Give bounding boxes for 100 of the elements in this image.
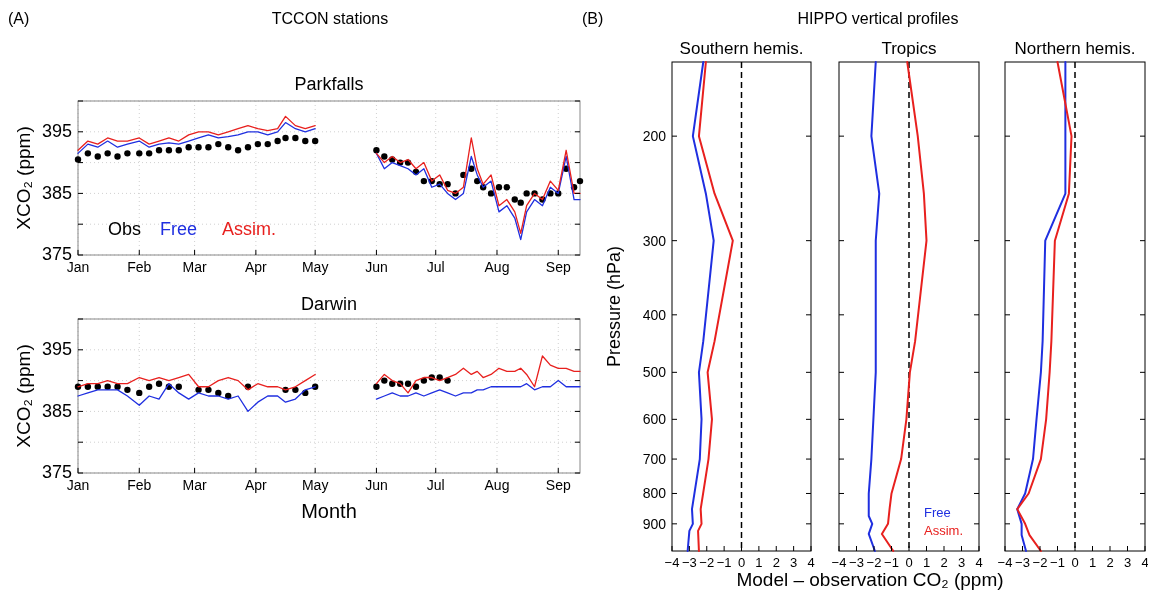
point — [412, 383, 420, 390]
point — [215, 389, 222, 397]
point — [114, 153, 121, 160]
x-tick-label: 1 — [922, 555, 931, 570]
text: (A) — [8, 10, 30, 27]
point — [185, 144, 192, 151]
point — [205, 386, 212, 394]
y-tick-label: 500 — [642, 364, 667, 381]
point — [195, 386, 202, 394]
x-tick-label: Aug — [484, 259, 510, 275]
chart-title: Southern hemis. — [679, 39, 804, 58]
x-axis-title: Month — [301, 500, 357, 522]
point — [282, 134, 289, 142]
x-tick-label: 0 — [737, 555, 746, 570]
point — [104, 383, 111, 390]
y-tick-label: 700 — [642, 450, 667, 467]
x-tick-label: 2 — [1106, 555, 1114, 570]
y-tick-label: 300 — [642, 232, 667, 249]
point — [165, 147, 173, 154]
x-axis-title: Model – observation CO₂ (ppm) — [736, 569, 1004, 590]
x-tick-label: −3 — [1015, 555, 1030, 570]
point — [487, 190, 495, 197]
text: Free — [924, 505, 951, 520]
x-tick-label: May — [301, 477, 329, 493]
point — [495, 184, 503, 191]
x-tick-label: −4 — [997, 555, 1013, 570]
chart-title: Tropics — [881, 39, 937, 58]
y-tick-label: 395 — [41, 121, 72, 142]
x-tick-label: −4 — [831, 555, 847, 570]
x-tick-label: −1 — [884, 555, 899, 570]
point — [94, 153, 101, 160]
x-tick-label: 4 — [807, 555, 815, 570]
y-tick-label: 385 — [41, 182, 72, 203]
point — [136, 389, 143, 397]
y-tick-label: 400 — [642, 306, 667, 323]
x-tick-label: May — [301, 259, 329, 275]
x-tick-label: 0 — [905, 555, 913, 570]
x-tick-label: 3 — [957, 555, 966, 570]
point — [155, 380, 163, 387]
point — [114, 383, 121, 390]
point — [145, 150, 153, 157]
x-tick-label: 3 — [790, 555, 798, 570]
x-tick-label: Sep — [545, 477, 571, 493]
point — [84, 150, 92, 157]
text: Free — [160, 219, 198, 239]
line-series — [697, 61, 734, 552]
y-axis-title: XCO₂ (ppm) — [13, 344, 34, 448]
point — [292, 386, 299, 394]
text: Assim. — [222, 219, 276, 239]
point — [381, 153, 388, 160]
x-tick-label: Apr — [244, 259, 268, 275]
chart-title: Northern hemis. — [1014, 39, 1136, 58]
point — [420, 177, 428, 185]
point — [511, 196, 518, 203]
text: (B) — [582, 10, 604, 27]
x-tick-label: −1 — [1050, 555, 1065, 570]
point — [244, 144, 252, 151]
point — [373, 383, 380, 390]
x-tick-label: 1 — [755, 555, 763, 570]
point — [145, 383, 153, 390]
text: Assim. — [924, 523, 963, 538]
x-tick-label: 1 — [1088, 555, 1097, 570]
x-tick-label: Jan — [66, 477, 90, 493]
y-axis-title: XCO₂ (ppm) — [13, 126, 34, 230]
x-tick-label: Jul — [426, 477, 445, 493]
x-tick-label: Feb — [127, 259, 152, 275]
y-tick-label: 200 — [642, 128, 667, 145]
point — [302, 137, 309, 145]
point — [517, 199, 524, 206]
chart-title: Parkfalls — [294, 74, 364, 94]
x-tick-label: 0 — [1071, 555, 1079, 570]
point — [175, 147, 182, 154]
x-tick-label: 4 — [975, 555, 983, 570]
x-tick-label: −3 — [849, 555, 864, 570]
x-tick-label: Jun — [365, 477, 388, 493]
y-tick-label: 385 — [41, 400, 72, 421]
point — [225, 144, 232, 151]
point — [74, 156, 82, 163]
x-tick-label: Jul — [426, 259, 445, 275]
x-tick-label: Aug — [484, 477, 510, 493]
chart-title: Darwin — [300, 294, 358, 314]
y-tick-label: 395 — [41, 339, 72, 360]
x-tick-label: Feb — [127, 477, 152, 493]
x-tick-label: Mar — [182, 259, 207, 275]
x-tick-label: Mar — [182, 477, 207, 493]
x-tick-label: 2 — [772, 555, 780, 570]
point — [381, 377, 388, 384]
x-tick-label: 2 — [940, 555, 948, 570]
point — [155, 147, 163, 154]
x-tick-label: Jan — [66, 259, 90, 275]
x-tick-label: Jun — [365, 259, 388, 275]
point — [124, 386, 131, 394]
point — [84, 383, 92, 390]
point — [205, 144, 212, 151]
point — [274, 137, 281, 145]
x-tick-label: 3 — [1123, 555, 1132, 570]
x-tick-label: −3 — [681, 555, 697, 570]
point — [523, 190, 530, 197]
point — [104, 150, 111, 157]
y-tick-label: 900 — [642, 515, 667, 532]
